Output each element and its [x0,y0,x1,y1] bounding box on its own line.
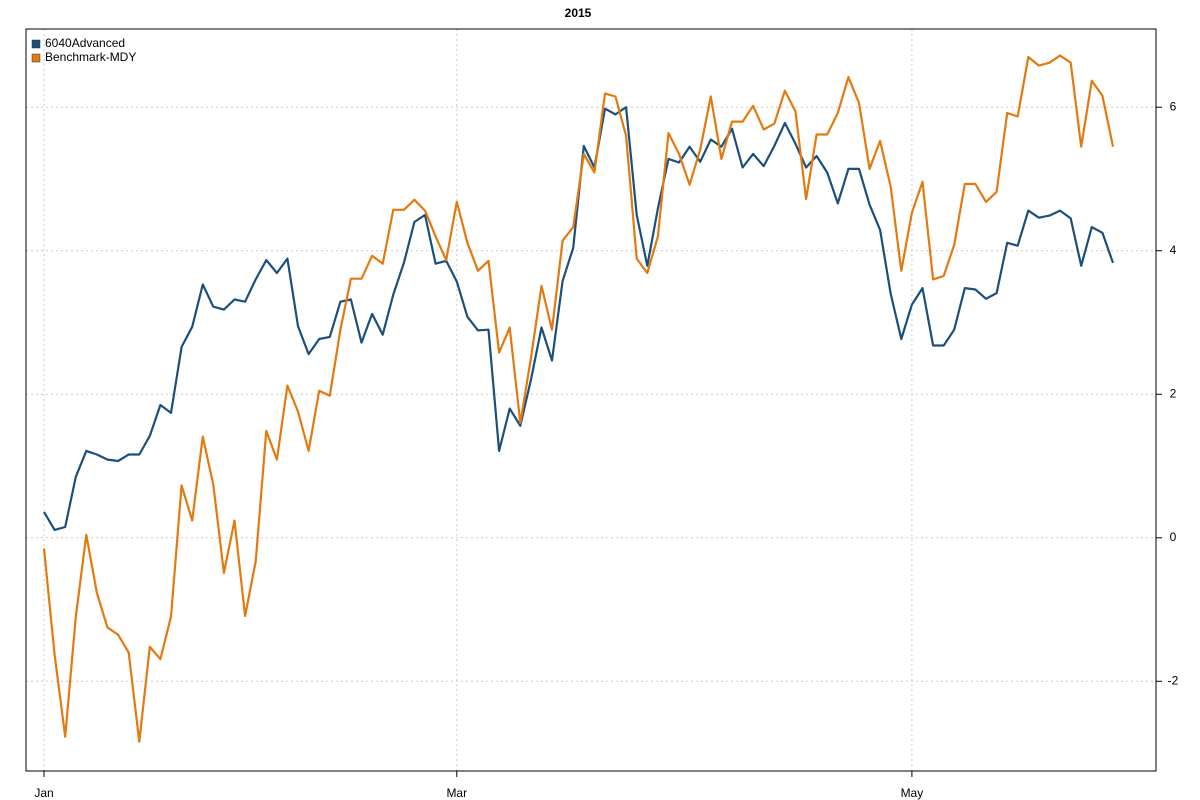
legend-label: Benchmark-MDY [45,50,136,64]
y-tick-label: 2 [1170,386,1177,400]
y-tick-label: 6 [1170,99,1177,113]
legend-swatch [31,39,41,49]
legend-label: 6040Advanced [45,36,125,50]
legend-swatch [31,53,41,63]
x-tick-label: May [901,786,924,800]
chart-title: 2015 [565,6,592,20]
x-tick-label: Jan [34,786,53,800]
plot-border [25,28,1157,772]
y-tick-label: 4 [1170,243,1177,257]
series-line [43,106,1115,531]
x-tick-label: Mar [446,786,467,800]
y-tick-label: -2 [1168,673,1179,687]
y-tick-label: 0 [1170,530,1177,544]
series-line [42,54,1115,743]
